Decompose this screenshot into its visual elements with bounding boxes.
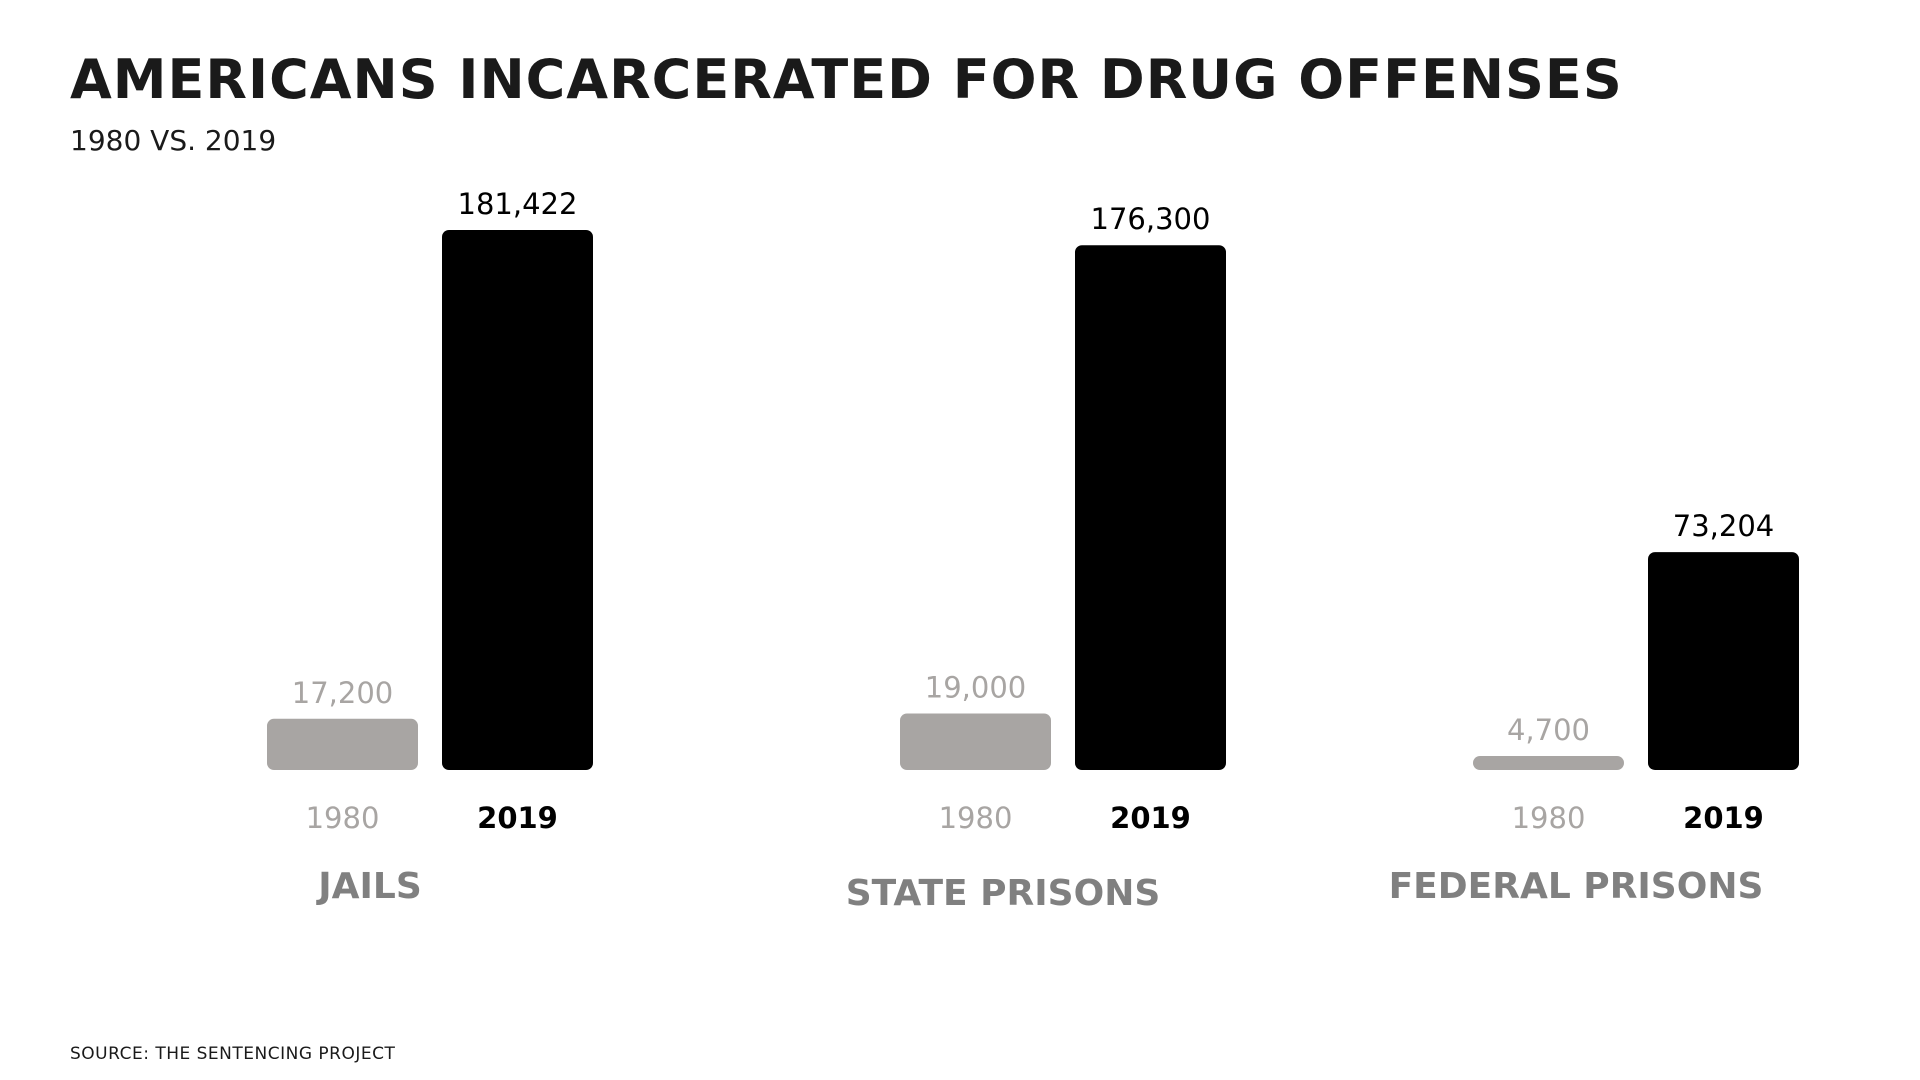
tick-label-1980-0: 1980 bbox=[306, 801, 380, 835]
category-label-2: FEDERAL PRISONS bbox=[1389, 866, 1764, 907]
value-label-2019-2: 73,204 bbox=[1673, 509, 1774, 543]
bar-2019-1 bbox=[1075, 245, 1226, 771]
tick-label-2019-1: 2019 bbox=[1110, 801, 1191, 835]
category-label-0: JAILS bbox=[315, 866, 422, 907]
bar-2019-2 bbox=[1648, 552, 1799, 770]
value-label-1980-0: 17,200 bbox=[292, 676, 393, 710]
tick-label-2019-0: 2019 bbox=[477, 801, 558, 835]
bar-1980-0 bbox=[267, 718, 418, 770]
chart-title: AMERICANS INCARCERATED FOR DRUG OFFENSES bbox=[70, 48, 1623, 111]
chart-subtitle: 1980 VS. 2019 bbox=[70, 124, 277, 157]
tick-label-1980-1: 1980 bbox=[939, 801, 1013, 835]
value-label-1980-2: 4,700 bbox=[1507, 713, 1590, 747]
value-label-2019-0: 181,422 bbox=[458, 187, 578, 221]
tick-label-2019-2: 2019 bbox=[1683, 801, 1764, 835]
value-label-2019-1: 176,300 bbox=[1091, 202, 1211, 236]
source-note: SOURCE: THE SENTENCING PROJECT bbox=[70, 1044, 396, 1064]
category-label-1: STATE PRISONS bbox=[846, 873, 1161, 914]
value-label-1980-1: 19,000 bbox=[925, 670, 1026, 704]
bar-1980-1 bbox=[900, 713, 1051, 770]
tick-label-1980-2: 1980 bbox=[1512, 801, 1586, 835]
bar-1980-2 bbox=[1473, 756, 1624, 770]
bar-2019-0 bbox=[442, 230, 593, 770]
